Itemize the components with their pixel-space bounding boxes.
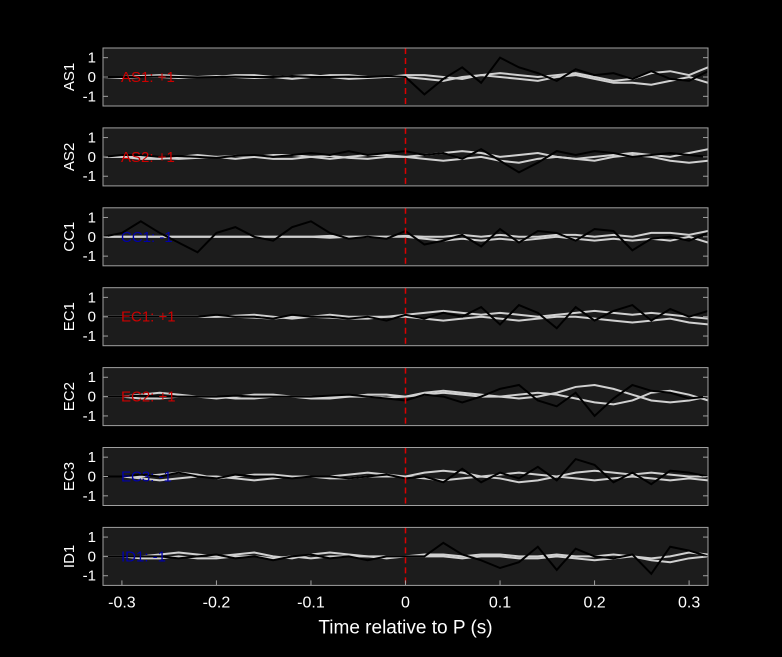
y-tick-label: 0 (88, 69, 96, 86)
x-tick-label: 0.3 (678, 595, 700, 612)
annotation: AS2: +1 (121, 149, 175, 166)
annotation: CC1: -1 (121, 229, 173, 246)
y-axis-label: EC2 (61, 382, 78, 411)
x-tick-label: 0 (401, 595, 410, 612)
y-tick-label: 1 (88, 50, 96, 67)
y-tick-label: 1 (88, 289, 96, 306)
x-tick-label: -0.2 (203, 595, 231, 612)
y-tick-label: 1 (88, 209, 96, 226)
trace (103, 235, 708, 244)
y-tick-label: -1 (83, 488, 96, 505)
y-axis-label: ID1 (61, 545, 78, 568)
y-axis-label: CC1 (61, 222, 78, 252)
y-axis-label: EC3 (61, 462, 78, 491)
y-tick-label: 0 (88, 389, 96, 406)
y-tick-label: 1 (88, 369, 96, 386)
y-tick-label: 0 (88, 309, 96, 326)
y-tick-label: -1 (83, 248, 96, 265)
annotation: ID1: -1 (121, 548, 166, 565)
y-tick-label: -1 (83, 328, 96, 345)
y-tick-label: -1 (83, 568, 96, 585)
x-tick-label: -0.3 (108, 595, 136, 612)
y-tick-label: 1 (88, 130, 96, 147)
annotation: EC1: +1 (121, 309, 176, 326)
y-tick-label: 1 (88, 449, 96, 466)
y-axis-label: EC1 (61, 302, 78, 331)
y-tick-label: 0 (88, 548, 96, 565)
y-tick-label: -1 (83, 88, 96, 105)
x-tick-label: -0.1 (297, 595, 325, 612)
x-tick-label: 0.2 (583, 595, 605, 612)
annotation: EC2: +1 (121, 389, 176, 406)
y-tick-label: -1 (83, 408, 96, 425)
y-axis-label: AS1 (61, 63, 78, 91)
y-tick-label: 0 (88, 468, 96, 485)
trace (103, 56, 708, 96)
y-axis-label: AS2 (61, 143, 78, 171)
y-tick-label: 0 (88, 229, 96, 246)
x-axis-label: Time relative to P (s) (318, 617, 492, 638)
y-tick-label: 0 (88, 149, 96, 166)
x-tick-label: 0.1 (489, 595, 511, 612)
annotation: EC3: -1 (121, 468, 172, 485)
trace (103, 541, 708, 576)
y-tick-label: -1 (83, 168, 96, 185)
trace (103, 303, 708, 330)
annotation: AS1: +1 (121, 69, 175, 86)
y-tick-label: 1 (88, 529, 96, 546)
